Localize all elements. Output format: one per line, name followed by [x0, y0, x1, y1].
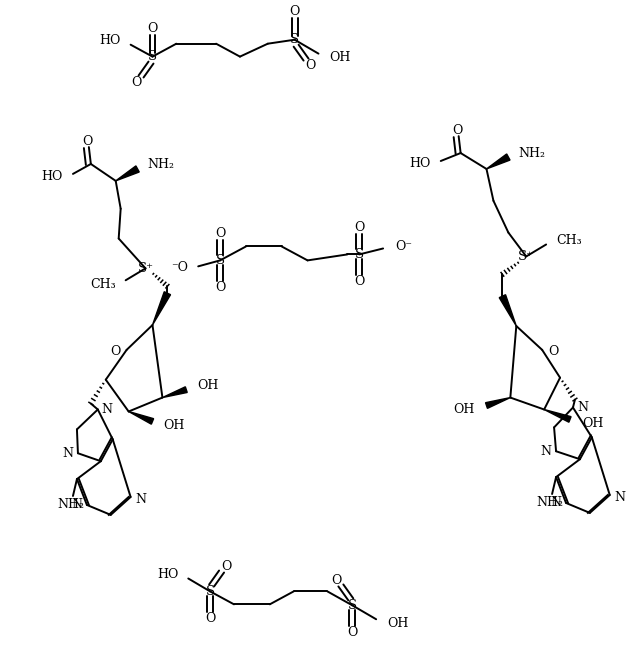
Text: OH: OH: [453, 403, 475, 416]
Text: N: N: [62, 447, 73, 460]
Text: OH: OH: [197, 379, 219, 392]
Text: O: O: [83, 135, 93, 148]
Text: S⁺: S⁺: [518, 250, 534, 263]
Text: CH₃: CH₃: [90, 278, 116, 291]
Text: HO: HO: [41, 170, 63, 183]
Text: O: O: [331, 574, 342, 587]
Polygon shape: [485, 398, 511, 408]
Text: N: N: [577, 401, 588, 414]
Text: N: N: [71, 498, 82, 511]
Text: OH: OH: [163, 419, 185, 432]
Text: S: S: [205, 585, 215, 598]
Text: S: S: [348, 599, 357, 612]
Text: S: S: [355, 248, 364, 261]
Text: O: O: [290, 5, 300, 18]
Text: O: O: [131, 76, 142, 89]
Text: HO: HO: [409, 157, 431, 170]
Text: N: N: [615, 492, 625, 505]
Text: HO: HO: [99, 34, 121, 47]
Text: O: O: [215, 281, 225, 294]
Text: S: S: [148, 50, 157, 63]
Text: O: O: [205, 612, 215, 625]
Text: NH₂: NH₂: [536, 496, 563, 509]
Text: N: N: [102, 403, 113, 416]
Text: S: S: [290, 33, 299, 46]
Polygon shape: [153, 292, 171, 325]
Text: ⁻O: ⁻O: [171, 261, 188, 274]
Text: OH: OH: [387, 616, 408, 629]
Text: HO: HO: [157, 568, 178, 581]
Text: NH₂: NH₂: [58, 498, 85, 511]
Text: CH₃: CH₃: [556, 234, 582, 247]
Text: S⁺: S⁺: [138, 262, 153, 275]
Text: O: O: [548, 345, 558, 358]
Text: O: O: [221, 560, 231, 573]
Text: OH: OH: [330, 51, 351, 64]
Text: S: S: [215, 254, 225, 267]
Text: O: O: [215, 227, 225, 240]
Text: O: O: [111, 345, 121, 358]
Polygon shape: [544, 409, 571, 422]
Text: O: O: [148, 22, 158, 35]
Text: O: O: [354, 275, 364, 288]
Text: O: O: [452, 123, 463, 136]
Polygon shape: [487, 154, 510, 169]
Text: O⁻: O⁻: [395, 240, 412, 253]
Text: O: O: [305, 59, 316, 72]
Text: NH₂: NH₂: [518, 146, 545, 159]
Polygon shape: [163, 387, 187, 398]
Polygon shape: [129, 411, 154, 424]
Text: OH: OH: [582, 417, 604, 430]
Polygon shape: [499, 295, 516, 326]
Polygon shape: [116, 166, 139, 181]
Text: O: O: [347, 626, 357, 639]
Text: NH₂: NH₂: [148, 159, 175, 172]
Text: N: N: [136, 494, 146, 507]
Text: O: O: [354, 221, 364, 234]
Text: N: N: [540, 445, 551, 458]
Text: N: N: [550, 496, 561, 509]
